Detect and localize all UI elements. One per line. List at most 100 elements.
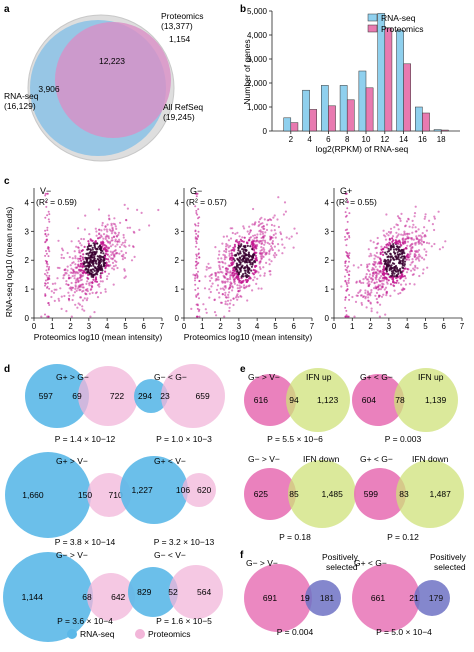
c-point (99, 245, 102, 248)
c-point (133, 255, 136, 258)
c-point (384, 235, 387, 238)
c-point (247, 239, 250, 242)
c-point (397, 256, 400, 259)
c-point (70, 289, 73, 292)
venn-left-count: 1,227 (131, 485, 153, 495)
c-point (236, 293, 239, 296)
venn-title: G− > V− (56, 550, 88, 560)
c-point (96, 242, 99, 245)
c-point (417, 238, 420, 241)
c-point (47, 315, 50, 318)
c-point (107, 264, 110, 267)
c-plot-title: G+ (340, 186, 352, 196)
c-point (240, 258, 243, 261)
c-point (270, 223, 273, 227)
c-point (403, 275, 406, 278)
venn-title: G− < G− (154, 372, 187, 382)
c-point (267, 218, 270, 222)
c-point (399, 271, 402, 274)
c-point (230, 252, 233, 255)
c-point (58, 299, 61, 302)
c-point (413, 215, 416, 218)
c-point (263, 272, 266, 275)
c-point (247, 232, 251, 236)
c-point (264, 241, 267, 244)
c-point (92, 259, 95, 262)
c-point (103, 264, 106, 267)
c-point (260, 240, 263, 243)
c-point (414, 266, 417, 269)
b-bar-rnaseq (339, 85, 348, 132)
c-point (398, 258, 401, 261)
c-point (74, 284, 77, 287)
c-point (205, 265, 208, 268)
c-point (197, 208, 200, 211)
venn-p-value: P = 0.12 (387, 532, 419, 542)
c-point (65, 310, 68, 313)
c-point (262, 236, 265, 239)
c-point (123, 244, 126, 247)
c-point (136, 208, 139, 211)
c-point (410, 237, 413, 240)
c-point (48, 287, 51, 290)
c-point (120, 243, 123, 246)
c-point (233, 266, 236, 269)
c-point (358, 279, 361, 282)
c-point (224, 291, 227, 294)
c-ytick-label: 3 (25, 227, 30, 236)
c-point (410, 247, 413, 250)
c-point (224, 267, 227, 270)
c-point (195, 195, 198, 198)
c-plot-r2: (R² = 0.57) (186, 197, 227, 207)
c-point (383, 277, 386, 281)
c-point (395, 281, 398, 284)
c-point (421, 232, 424, 235)
c-point (68, 256, 71, 259)
c-point (382, 270, 385, 273)
c-point (105, 250, 108, 253)
c-ytick-label: 3 (175, 227, 180, 236)
c-point (44, 194, 47, 197)
venn-p-value: P = 1.0 × 10−3 (156, 434, 212, 444)
c-point (389, 267, 392, 270)
c-point (238, 235, 241, 238)
c-point (91, 256, 94, 259)
c-point (238, 256, 241, 259)
c-point (379, 284, 382, 287)
c-point (234, 232, 237, 235)
c-point (107, 272, 110, 275)
c-point (195, 209, 198, 212)
c-point (99, 291, 102, 294)
c-point (405, 232, 408, 235)
c-point (76, 306, 79, 309)
c-point (345, 197, 348, 200)
c-point (224, 280, 227, 283)
c-point (48, 278, 51, 280)
c-point (346, 288, 349, 291)
c-point (79, 285, 82, 288)
c-point (369, 277, 372, 280)
venn-set-label-line1: Positively (322, 552, 359, 562)
c-point (408, 250, 411, 253)
c-point (70, 315, 73, 318)
c-xtick-label: 4 (105, 322, 110, 331)
c-point (413, 212, 417, 215)
c-point (126, 207, 129, 210)
c-point (396, 279, 399, 282)
c-point (422, 268, 425, 271)
c-point (426, 266, 429, 269)
c-point (393, 275, 396, 278)
c-point (209, 274, 213, 277)
c-point (277, 196, 280, 199)
c-point (245, 264, 249, 267)
c-point (390, 275, 393, 278)
c-plot-title: V− (40, 186, 51, 196)
c-point (235, 268, 238, 271)
c-point (243, 252, 247, 255)
panel-a: a Proteomics (13,377) 12,223 1,154 3,906… (4, 4, 204, 162)
c-point (422, 240, 425, 244)
c-point (88, 292, 91, 295)
c-ytick-label: 4 (325, 198, 330, 207)
c-point (251, 246, 254, 249)
c-xtick-label: 2 (218, 322, 223, 331)
